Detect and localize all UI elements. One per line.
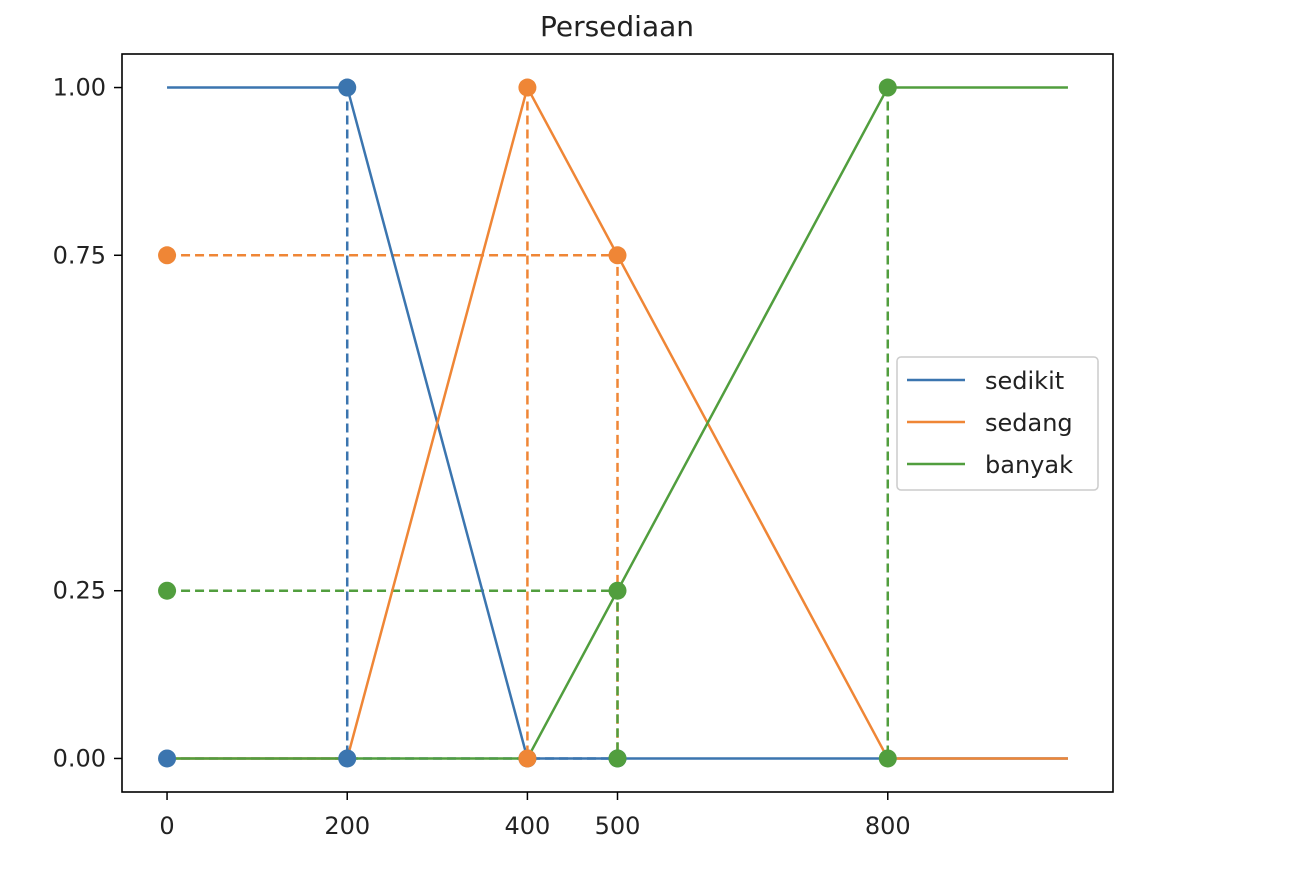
x-axis: 0 200 400 500 800 bbox=[159, 792, 911, 840]
marker-banyak-4 bbox=[878, 749, 897, 768]
legend-label-sedang: sedang bbox=[985, 409, 1073, 437]
marker-banyak-3 bbox=[878, 78, 897, 97]
marker-sedikit-0 bbox=[158, 749, 177, 768]
marker-banyak-1 bbox=[608, 581, 627, 600]
x-tick-label-0: 0 bbox=[159, 812, 174, 840]
marker-sedang-2 bbox=[518, 749, 537, 768]
plot-area bbox=[158, 78, 1068, 768]
chart-title: Persediaan bbox=[540, 10, 694, 43]
y-tick-label-3: 1.00 bbox=[53, 74, 106, 102]
legend-box bbox=[896, 356, 1099, 491]
y-tick-label-2: 0.75 bbox=[53, 241, 106, 269]
legend-label-sedikit: sedikit bbox=[985, 367, 1064, 395]
guide-line-3 bbox=[167, 254, 619, 759]
y-tick-label-1: 0.25 bbox=[53, 577, 106, 605]
y-axis: 0.00 0.25 0.75 1.00 bbox=[53, 74, 122, 772]
marker-sedikit-1 bbox=[338, 78, 357, 97]
x-tick-label-4: 800 bbox=[865, 812, 911, 840]
marker-banyak-0 bbox=[158, 581, 177, 600]
marker-sedang-1 bbox=[518, 78, 537, 97]
y-tick-label-0: 0.00 bbox=[53, 744, 106, 772]
guide-line-4 bbox=[167, 589, 619, 759]
marker-sedikit-2 bbox=[338, 749, 357, 768]
legend-label-banyak: banyak bbox=[985, 451, 1073, 479]
marker-banyak-2 bbox=[608, 749, 627, 768]
legend: sedikit sedang banyak bbox=[896, 356, 1099, 491]
x-tick-label-2: 400 bbox=[505, 812, 551, 840]
marker-sedang-0 bbox=[158, 246, 177, 265]
x-tick-label-1: 200 bbox=[324, 812, 370, 840]
marker-sedang-3 bbox=[608, 246, 627, 265]
x-tick-label-3: 500 bbox=[595, 812, 641, 840]
